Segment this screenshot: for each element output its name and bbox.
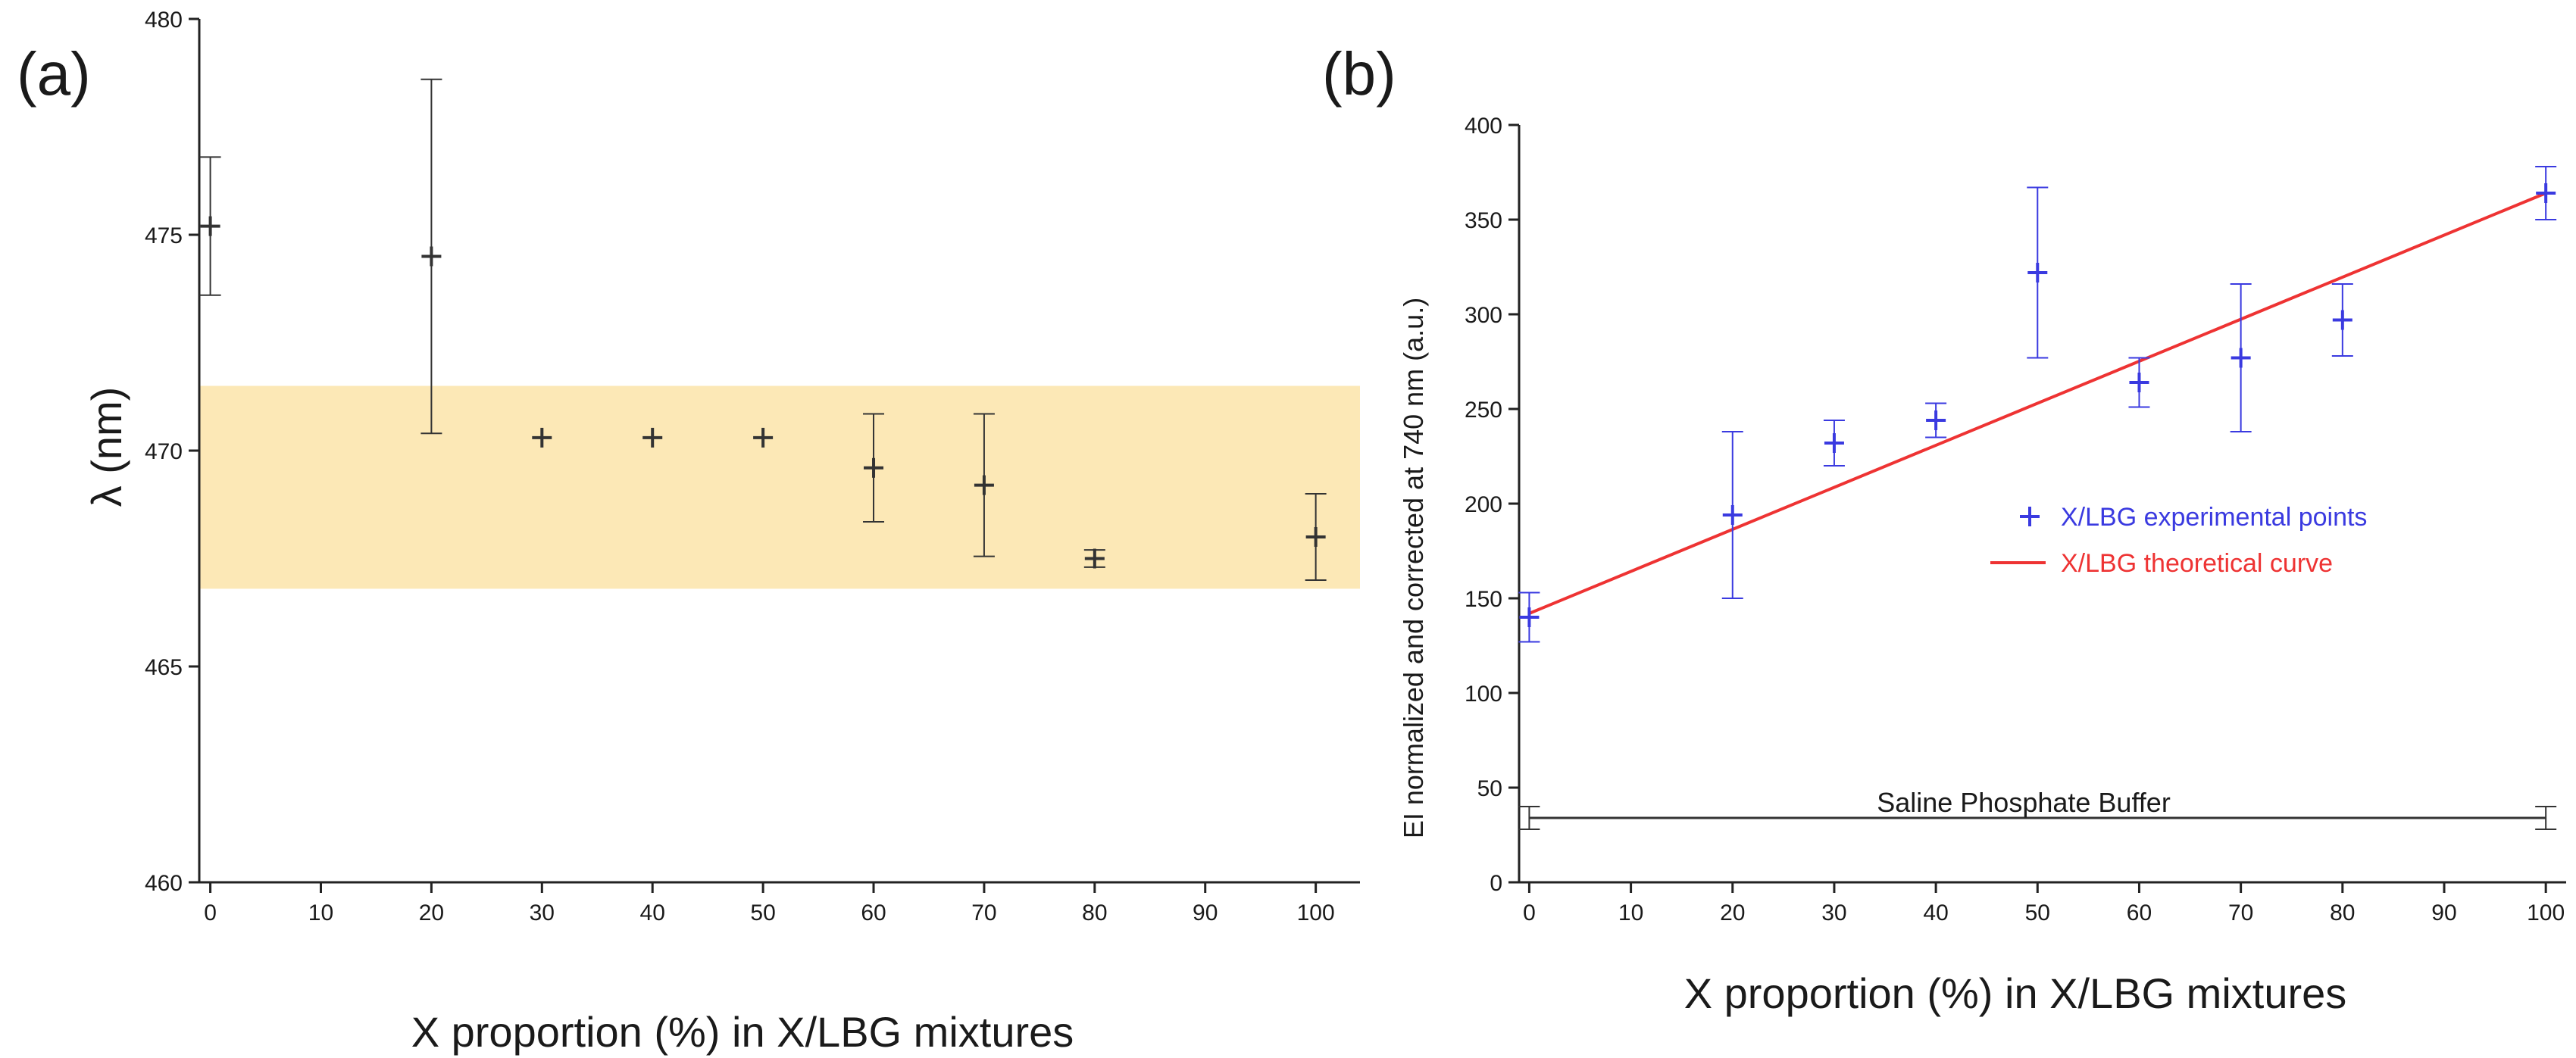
legend-entry-theoretical: X/LBG theoretical curve	[1990, 549, 2333, 578]
panel-a-x-tick-label: 90	[1193, 900, 1218, 925]
panel-b-label: (b)	[1322, 40, 1396, 108]
panel-b-x-tick-label: 30	[1821, 900, 1846, 925]
panel-b-y-tick-label: 100	[1465, 682, 1502, 707]
panel-b-axes: 0 10 20 30 40 50 60 70 80 90 100 0 50 100 150 200 250 300…	[1465, 114, 2566, 925]
panel-a-marks	[199, 78, 1327, 581]
panel-b-y-tick-label: 350	[1465, 208, 1502, 233]
panel-a-x-tick-label: 30	[530, 900, 555, 925]
panel-a-chart: 0 10 20 30 40 50 60 70 80 90 100 460 465 470 475 480 (a…	[17, 8, 1361, 1056]
panel-b-legend: X/LBG experimental points X/LBG theoreti…	[1990, 503, 2367, 578]
panel-a-x-tick-label: 40	[640, 900, 665, 925]
legend-label-experimental: X/LBG experimental points	[2061, 503, 2367, 532]
panel-a-x-tick-label: 20	[419, 900, 444, 925]
panel-b-y-tick-label: 50	[1477, 776, 1502, 801]
panel-b-y-axis-title: EI normalized and corrected at 740 nm (a…	[1398, 298, 1429, 838]
panel-a-x-tick-label: 10	[308, 900, 333, 925]
theoretical-curve-line	[1528, 192, 2546, 615]
highlight-band	[198, 385, 1361, 589]
panel-a-x-axis-title: X proportion (%) in X/LBG mixtures	[411, 1008, 1074, 1056]
panel-a-x-tick-label: 70	[971, 900, 996, 925]
legend-label-theoretical: X/LBG theoretical curve	[2061, 549, 2333, 578]
panel-b-x-tick-label: 50	[2025, 900, 2050, 925]
panel-b-x-tick-label: 60	[2127, 900, 2152, 925]
panel-b-x-tick-label: 10	[1618, 900, 1643, 925]
panel-a-y-tick-label: 460	[145, 871, 183, 896]
panel-b-x-tick-label: 100	[2527, 900, 2565, 925]
panel-b-x-tick-label: 40	[1923, 900, 1948, 925]
panel-a-axes: 0 10 20 30 40 50 60 70 80 90 100 460 465 470 475 480	[145, 8, 1360, 925]
panel-a-x-tick-label: 60	[861, 900, 886, 925]
panel-b-y-tick-label: 250	[1465, 398, 1502, 423]
panel-a-y-tick-label: 475	[145, 223, 183, 248]
panel-b-y-tick-label: 400	[1465, 114, 1502, 139]
saline-buffer-annotation: Saline Phosphate Buffer	[1877, 787, 2171, 818]
panel-b-x-tick-label: 80	[2330, 900, 2355, 925]
panel-b-x-tick-label: 70	[2228, 900, 2253, 925]
panel-b-x-tick-label: 0	[1523, 900, 1536, 925]
panel-a-x-tick-label: 80	[1082, 900, 1107, 925]
panel-b-y-tick-label: 0	[1490, 871, 1502, 896]
panel-b-marks	[1518, 166, 2557, 830]
panel-b-x-tick-label: 20	[1720, 900, 1745, 925]
legend-entry-experimental: X/LBG experimental points	[2020, 503, 2367, 532]
panel-a-label: (a)	[17, 40, 91, 108]
panel-b-y-tick-label: 200	[1465, 492, 1502, 517]
panel-a-y-tick-label: 470	[145, 439, 183, 464]
panel-b-y-tick-label: 150	[1465, 587, 1502, 612]
panel-a-x-tick-label: 100	[1297, 900, 1335, 925]
panel-b-y-tick-label: 300	[1465, 303, 1502, 328]
panel-b-chart: 0 10 20 30 40 50 60 70 80 90 100 0 50 100 150 200 250 300…	[1322, 40, 2566, 1017]
panel-b-x-tick-label: 90	[2431, 900, 2456, 925]
panel-a-y-tick-label: 480	[145, 8, 183, 33]
panel-a-x-tick-label: 50	[750, 900, 775, 925]
panel-a-y-tick-label: 465	[145, 655, 183, 680]
panel-b-x-axis-title: X proportion (%) in X/LBG mixtures	[1684, 969, 2347, 1017]
panel-a-y-axis-title: λ (nm)	[83, 387, 130, 507]
panel-a-x-tick-label: 0	[204, 900, 217, 925]
